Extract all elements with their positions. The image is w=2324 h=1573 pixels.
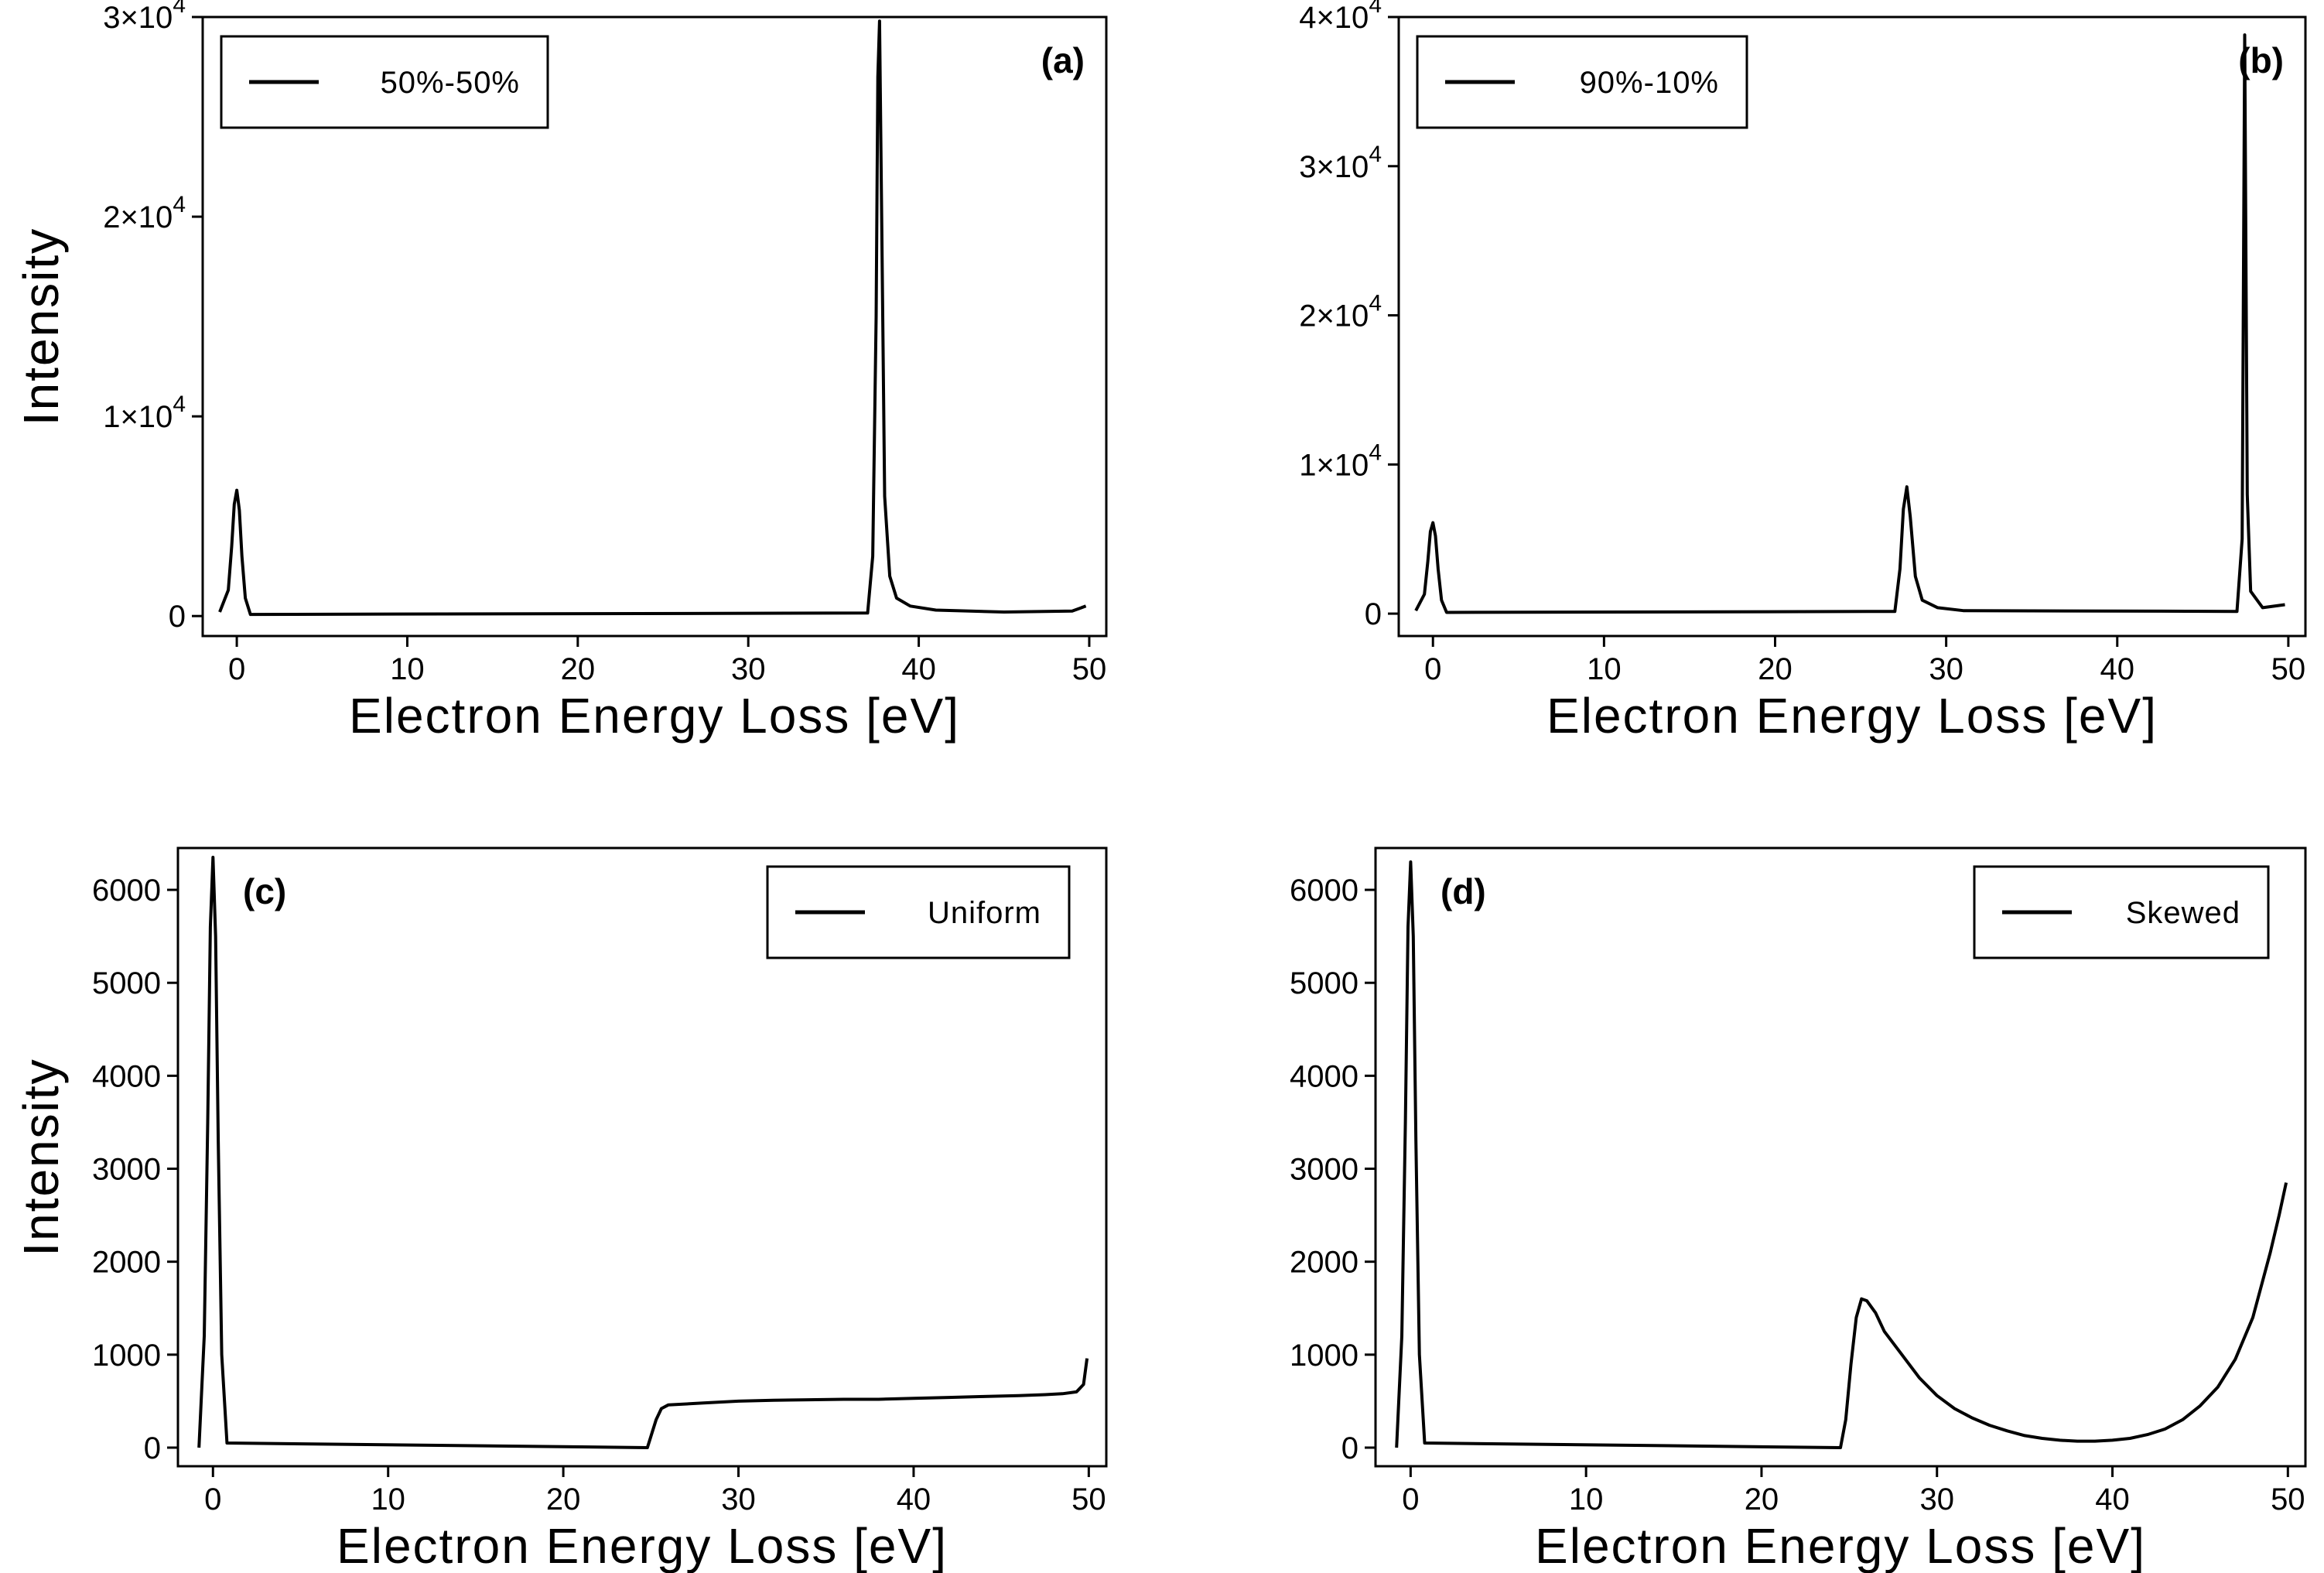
chart-panel-d: 0 10 20 30 40 500100020003000400050006000Elec… xyxy=(13,846,2307,1573)
x-tick-label: 10 xyxy=(390,652,425,686)
y-tick-label: 3×104 xyxy=(1299,142,1382,184)
series-line-a xyxy=(218,19,1087,617)
series-line-d xyxy=(1395,860,2288,1449)
y-tick-label: 3000 xyxy=(92,1153,161,1187)
y-axis-title: Intensity xyxy=(13,227,69,426)
y-tick-label: 4000 xyxy=(92,1059,161,1093)
x-tick-label: 30 xyxy=(731,652,766,686)
x-tick-label: 40 xyxy=(901,652,936,686)
y-tick-label: 3000 xyxy=(1290,1153,1359,1187)
x-tick-label: 20 xyxy=(1745,1482,1779,1517)
y-axis-title: Intensity xyxy=(13,1058,69,1256)
y-tick-label: 3×104 xyxy=(103,0,186,35)
panel-label: (a) xyxy=(1041,40,1085,80)
x-tick-label: 0 xyxy=(204,1482,221,1517)
y-tick-label: 1000 xyxy=(92,1339,161,1373)
x-tick-label: 10 xyxy=(371,1482,405,1517)
y-tick-label: 5000 xyxy=(92,966,161,1000)
panel-label: (d) xyxy=(1441,871,1486,911)
y-tick-label: 2000 xyxy=(1290,1246,1359,1280)
x-tick-label: 40 xyxy=(2095,1482,2130,1517)
y-tick-label: 6000 xyxy=(1290,874,1359,908)
y-tick-label: 1×104 xyxy=(1299,439,1382,482)
x-tick-label: 50 xyxy=(2271,1482,2305,1517)
y-axis-title: Intensity xyxy=(13,1058,69,1256)
x-axis-title: Electron Energy Loss [eV] xyxy=(1546,688,2158,744)
y-tick-label: 0 xyxy=(1365,597,1382,631)
y-tick-label: 0 xyxy=(144,1431,161,1465)
x-tick-label: 0 xyxy=(1402,1482,1419,1517)
x-tick-label: 10 xyxy=(1587,652,1622,686)
y-tick-label: 0 xyxy=(169,600,186,634)
panel-label: (b) xyxy=(2238,40,2284,80)
panel-label: (c) xyxy=(243,871,286,911)
legend-label: 90%-10% xyxy=(1580,66,1719,100)
chart-panel-b: 0 10 20 30 40 50 0 1×104 2×104 3×104 4×104 Electron… xyxy=(13,0,2307,744)
y-tick-label: 4000 xyxy=(1290,1059,1359,1093)
x-tick-label: 40 xyxy=(897,1482,931,1517)
y-tick-label: 0 xyxy=(1341,1431,1359,1465)
plot-frame xyxy=(1397,15,2307,638)
y-tick-label: 5000 xyxy=(1290,966,1359,1000)
y-tick-label: 1×104 xyxy=(103,392,186,434)
x-tick-label: 10 xyxy=(1569,1482,1604,1517)
x-axis-title: Electron Energy Loss [eV] xyxy=(337,1518,948,1573)
plot-frame xyxy=(201,15,1108,638)
plot-frame xyxy=(1374,846,2307,1468)
series-line-b xyxy=(1414,33,2285,614)
y-tick-label: 4×104 xyxy=(1299,0,1382,35)
chart-panel-c: 0 10 20 30 40 50 0 1000 2000 3000 4000 5000 6000 Elec… xyxy=(13,846,1108,1573)
x-tick-label: 20 xyxy=(561,652,596,686)
y-tick-label: 2×104 xyxy=(103,192,186,234)
x-tick-label: 50 xyxy=(1071,1482,1106,1517)
x-tick-label: 0 xyxy=(228,652,245,686)
legend-label: 50%-50% xyxy=(381,66,520,100)
x-tick-label: 0 xyxy=(1424,652,1441,686)
x-tick-label: 30 xyxy=(1929,652,1963,686)
x-tick-label: 30 xyxy=(1919,1482,1954,1517)
x-axis-title: Electron Energy Loss [eV] xyxy=(349,688,960,744)
y-axis-title: Intensity xyxy=(13,227,69,426)
y-tick-label: 2000 xyxy=(92,1246,161,1280)
y-tick-label: 6000 xyxy=(92,874,161,908)
x-tick-label: 20 xyxy=(1758,652,1793,686)
x-tick-label: 40 xyxy=(2100,652,2135,686)
y-tick-label: 2×104 xyxy=(1299,291,1382,333)
chart-panel-a: 0 10 20 30 40 50 0 1×104 2×104 3×104 Electron Ener… xyxy=(13,0,1108,744)
x-tick-label: 50 xyxy=(2271,652,2306,686)
x-tick-label: 50 xyxy=(1072,652,1107,686)
y-tick-label: 1000 xyxy=(1290,1339,1359,1373)
x-tick-label: 30 xyxy=(721,1482,756,1517)
legend-label: Uniform xyxy=(928,896,1041,930)
series-line-c xyxy=(197,856,1089,1449)
x-axis-title: Electron Energy Loss [eV] xyxy=(1535,1518,2146,1573)
plot-frame xyxy=(176,846,1108,1468)
legend-label: Skewed xyxy=(2126,896,2240,930)
x-tick-label: 20 xyxy=(546,1482,581,1517)
